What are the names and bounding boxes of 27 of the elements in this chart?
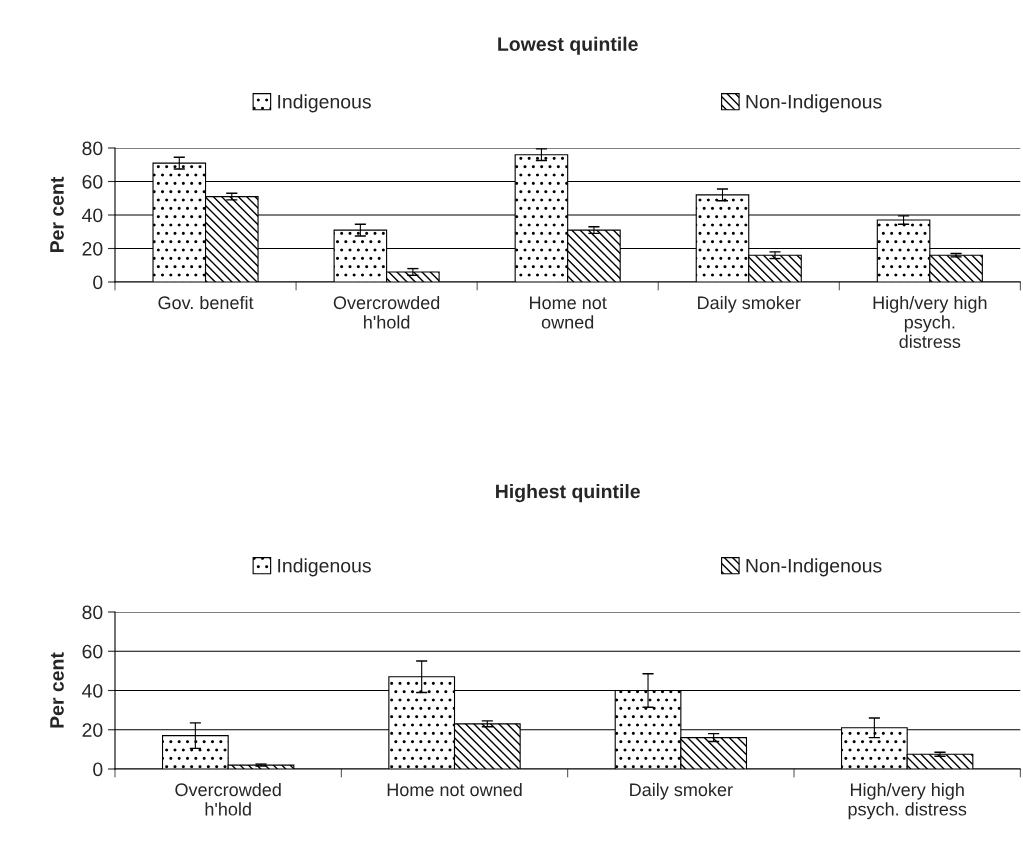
x-tick-label: High/very high psych. distress [848,782,967,820]
legend-label: Indigenous [278,94,371,113]
chart-title: Lowest quintile [498,36,638,55]
x-tick-label: Home not owned [387,782,522,797]
y-tick-label: 40 [82,208,103,223]
y-tick-label: 80 [82,605,103,620]
y-tick-label: 0 [93,762,103,777]
legend-label: Indigenous [278,558,371,577]
x-tick-label: Home not owned [530,296,607,329]
x-tick-label: High/very high psych. distress [873,295,987,349]
legend-label: Non-Indigenous [746,558,882,577]
y-axis-title: Per cent [50,652,64,728]
y-tick-label: 60 [82,644,103,659]
y-axis-title: Per cent [50,176,64,253]
legend-label: Non-Indigenous [746,94,882,113]
y-tick-label: 40 [82,683,103,698]
y-tick-label: 0 [93,275,103,290]
x-tick-label: Overcrowded h'hold [333,295,440,329]
x-tick-label: Gov. benefit [158,295,254,310]
chart-title: Highest quintile [496,484,640,503]
y-tick-label: 80 [82,141,103,156]
y-tick-label: 60 [82,174,103,189]
x-tick-label: Daily smoker [698,295,801,313]
x-tick-label: Overcrowded h'hold [175,782,281,816]
x-tick-label: Daily smoker [630,782,733,800]
y-tick-label: 20 [82,241,103,256]
y-tick-label: 20 [82,723,103,737]
